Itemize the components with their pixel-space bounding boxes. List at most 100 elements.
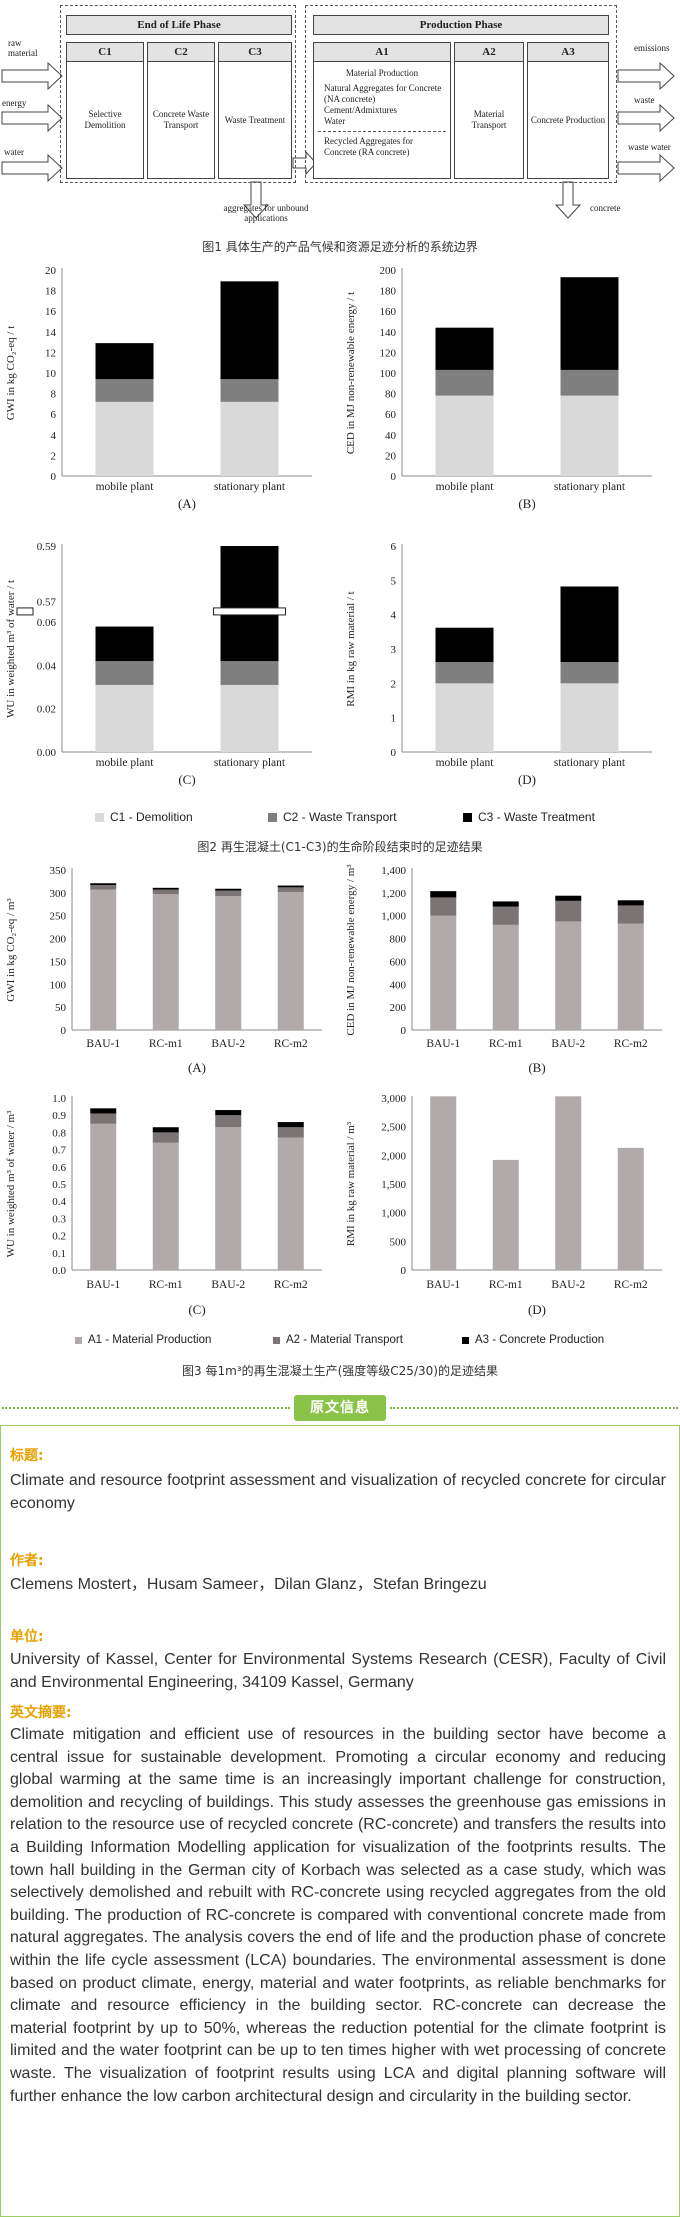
bar-segment (90, 1123, 117, 1270)
y-tick-label: 20 (45, 265, 57, 277)
input-arrow-raw-material (1, 61, 63, 91)
bar-segment (617, 1147, 644, 1270)
y-tick-label: 1,400 (381, 865, 406, 877)
y-tick-label: 0.06 (37, 617, 57, 629)
x-category-label: RC-m2 (614, 1279, 648, 1291)
bar-segment (435, 683, 494, 752)
x-category-label: stationary plant (214, 757, 286, 769)
fig3-legend-a3: A3 - Concrete Production (462, 1334, 604, 1346)
legend-label-c1: C1 - Demolition (110, 810, 193, 824)
y-tick-label: 250 (50, 911, 67, 923)
bar-segment (95, 626, 154, 662)
legend-label-a1: A1 - Material Production (88, 1334, 212, 1346)
y-tick-label: 1 (391, 713, 397, 725)
y-tick-label: 0.59 (37, 541, 57, 553)
bar-segment (90, 883, 117, 886)
paper-abstract: Climate mitigation and efficient use of … (10, 1726, 666, 2105)
bar-segment (95, 379, 154, 402)
panel-letter: (D) (528, 1302, 546, 1317)
figure-3-caption: 图3 每1m³的再生混凝土生产(强度等级C25/30)的足迹结果 (182, 1364, 498, 1378)
y-tick-label: 1,000 (381, 1208, 406, 1220)
bar-segment (220, 684, 279, 752)
y-tick-label: 0.5 (52, 1179, 66, 1191)
x-category-label: BAU-1 (426, 1279, 460, 1291)
fig2-legend-c3: C3 - Waste Treatment (463, 810, 595, 824)
bar-segment (617, 905, 644, 924)
y-tick-label: 150 (50, 956, 67, 968)
y-tick-label: 60 (385, 409, 397, 421)
y-tick-label: 3,000 (381, 1093, 406, 1105)
bar-segment (555, 921, 582, 1030)
affiliation-label: 单位: (10, 1629, 44, 1645)
y-tick-label: 200 (50, 934, 67, 946)
step-c3-head: C3 (218, 42, 292, 62)
bar-segment (215, 1110, 242, 1116)
y-tick-label: 10 (45, 368, 57, 380)
y-tick-label: 1,200 (381, 888, 406, 900)
a1-item-water: Water (324, 116, 346, 126)
bar-segment (215, 1127, 242, 1270)
bar-segment (560, 662, 619, 684)
legend-swatch-c1 (95, 812, 104, 822)
y-tick-label: 100 (50, 979, 67, 991)
x-category-label: BAU-2 (551, 1279, 585, 1291)
bar-segment (152, 894, 179, 1030)
y-tick-label: 0 (391, 471, 397, 483)
y-tick-label: 0.3 (52, 1213, 66, 1225)
bar-segment (617, 900, 644, 906)
legend-label-a3: A3 - Concrete Production (475, 1334, 605, 1346)
chart-svg-3a: 0 50 100 150 200 250 300 350 BAU-1 RC-m1 BAU-2 RC-m… (5, 865, 322, 1075)
y-tick-label: 0 (401, 1025, 407, 1037)
step-a2-head: A2 (454, 42, 524, 62)
y-tick-label: 1,000 (381, 911, 406, 923)
a1-item-cement: Cement/Admixtures (324, 105, 397, 115)
x-category-label: RC-m1 (489, 1279, 523, 1291)
legend-swatch-a1 (75, 1336, 82, 1344)
legend-swatch-c3 (463, 812, 472, 822)
y-tick-label: 0.02 (37, 704, 56, 716)
x-category-label: RC-m1 (149, 1279, 183, 1291)
bar-segment (215, 896, 242, 1030)
chart-3a-gwi: 0 50 100 150 200 250 300 350 BAU-1 RC-m1 BAU-2 RC-m… (0, 862, 340, 1092)
bar-segment (555, 900, 582, 922)
figure-1-caption: 图1 具体生产的产品气候和资源足迹分析的系统边界 (202, 240, 478, 254)
bar-segment (555, 895, 582, 901)
panel-letter: (C) (188, 1302, 205, 1317)
a1-divider (318, 131, 446, 132)
y-tick-label: 0.7 (52, 1145, 66, 1157)
fig3-legend-a2: A2 - Material Transport (273, 1334, 403, 1346)
step-c2-body: Concrete Waste Transport (147, 61, 215, 179)
y-tick-label: 0 (61, 1025, 67, 1037)
bar-segment (277, 887, 304, 892)
output-arrow-waste (617, 103, 675, 133)
input-arrow-energy (1, 103, 63, 133)
output-arrow-emissions (617, 61, 675, 91)
y-axis-label: RMI in kg raw material / t (345, 591, 357, 706)
y-tick-label: 100 (380, 368, 397, 380)
bar-segment (220, 661, 279, 685)
x-category-label: stationary plant (554, 481, 626, 493)
banner-divider-left (2, 1407, 290, 1409)
output-arrow-waste-water (617, 153, 675, 183)
y-axis-label: WU in weighted m³ of water / m³ (5, 1110, 17, 1258)
panel-letter: (A) (188, 1060, 206, 1075)
y-tick-label: 6 (391, 541, 397, 553)
chart-2c-wu: 0.00 0.02 0.04 0.06 0.57 0.59 mobile plant stat… (0, 538, 340, 798)
step-c2-head: C2 (147, 42, 215, 62)
bar-segment (430, 891, 457, 898)
bar-segment (152, 1127, 179, 1133)
y-tick-label: 2,000 (381, 1150, 406, 1162)
bar-segment (277, 1127, 304, 1138)
original-info-banner: 原文信息 (0, 1393, 680, 1423)
input-label-water: water (4, 147, 24, 157)
bar-segment (215, 890, 242, 897)
figure-1-arrows (1, 61, 675, 219)
step-c1-head: C1 (66, 42, 144, 62)
y-axis-label: CED in MJ non-renewable energy / m³ (345, 864, 357, 1036)
legend-label-c2: C2 - Waste Transport (283, 810, 397, 824)
y-axis-label: GWI in kg CO₂-eq / t (5, 326, 17, 421)
y-tick-label: 0 (51, 471, 57, 483)
y-tick-label: 0.4 (52, 1196, 66, 1208)
bar-segment (435, 662, 494, 684)
x-category-label: RC-m2 (274, 1279, 308, 1291)
